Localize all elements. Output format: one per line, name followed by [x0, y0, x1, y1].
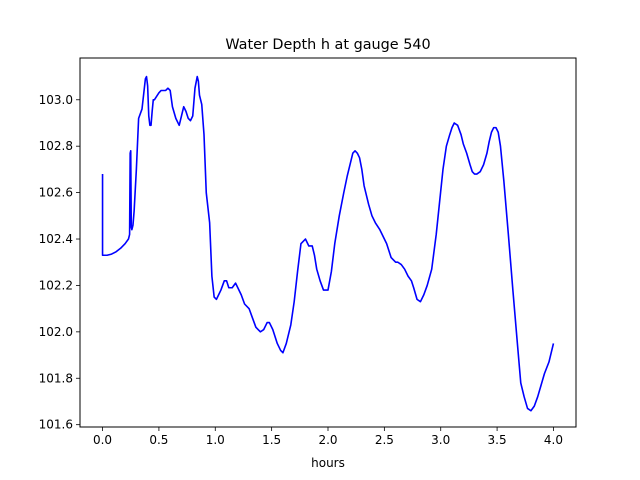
x-tick-label: 3.0: [431, 433, 450, 447]
x-tick-label: 0.0: [93, 433, 112, 447]
series-line-1: [101, 75, 555, 412]
y-tick-label: 102.2: [39, 278, 73, 292]
y-tick-label: 103.0: [39, 93, 73, 107]
y-tick-label: 101.6: [39, 418, 73, 432]
chart-title: Water Depth h at gauge 540: [225, 37, 430, 53]
plot-frame: [79, 57, 577, 428]
y-tick-label: 102.0: [39, 325, 73, 339]
y-axis-ticks: 101.6 101.8 102.0 102.2 102.4 102.6 102.8 103.0: [39, 93, 80, 432]
x-tick-label: 2.5: [375, 433, 394, 447]
x-tick-label: 2.0: [318, 433, 337, 447]
x-tick-label: 1.5: [262, 433, 281, 447]
x-tick-label: 3.5: [488, 433, 507, 447]
x-tick-label: 4.0: [544, 433, 563, 447]
y-tick-label: 102.6: [39, 186, 73, 200]
y-tick-label: 102.8: [39, 139, 73, 153]
series-layer: [101, 75, 555, 412]
x-tick-label: 0.5: [149, 433, 168, 447]
x-tick-label: 1.0: [206, 433, 225, 447]
y-tick-label: 102.4: [39, 232, 73, 246]
y-tick-label: 101.8: [39, 371, 73, 385]
x-axis-ticks: 0.0 0.5 1.0 1.5 2.0 2.5 3.0 3.5 4.0: [93, 427, 563, 447]
x-axis-label: hours: [311, 456, 345, 470]
